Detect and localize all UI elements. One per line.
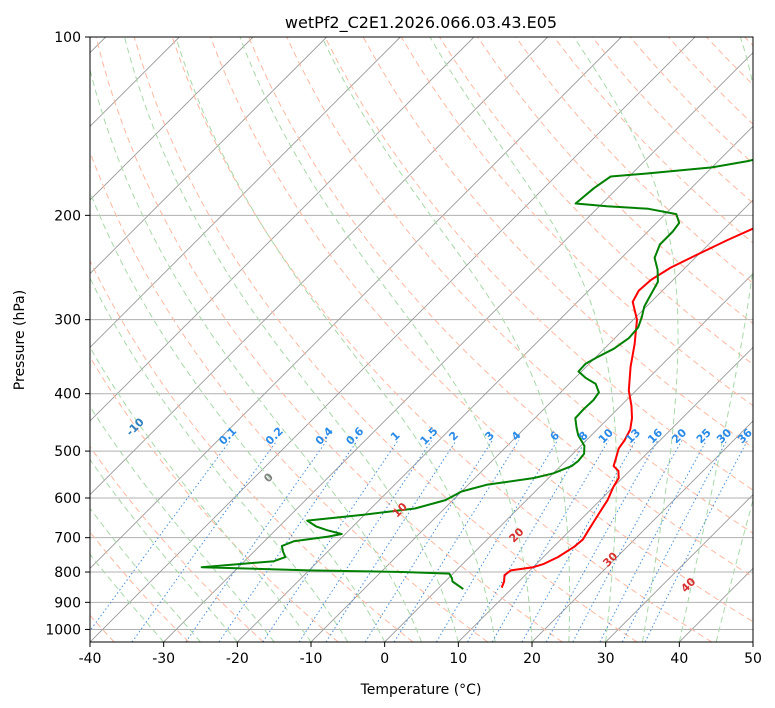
x-tick-label: -40 <box>79 651 102 667</box>
mixing-ratio-line <box>185 440 328 642</box>
y-tick-label: 900 <box>54 595 81 611</box>
background-lines <box>90 37 753 642</box>
plot-frame <box>89 36 754 643</box>
dry-adiabat-line <box>90 259 414 642</box>
mixing-ratio-line <box>435 440 558 642</box>
moist-adiabat-line <box>239 37 533 642</box>
dry-adiabat-line <box>210 37 753 623</box>
y-tick-label: 100 <box>54 30 81 46</box>
isotherm-line <box>163 52 753 642</box>
moist-adiabat-line <box>429 37 617 642</box>
moist-adiabat-line <box>90 190 386 642</box>
x-tick-label: 30 <box>597 651 615 667</box>
x-tick-label: -20 <box>226 651 249 667</box>
mixing-ratio-line <box>298 440 432 642</box>
profiles <box>200 158 753 590</box>
mixing-ratio-line <box>262 440 399 642</box>
chart-title: wetPf2_C2E1.2026.066.03.43.E05 <box>285 13 557 33</box>
dry-adiabat-line <box>171 37 712 642</box>
x-axis-label: Temperature (°C) <box>360 682 482 698</box>
moist-adiabat-line <box>90 458 238 642</box>
moist-adiabat-line <box>573 37 679 642</box>
x-tick-label: -30 <box>152 651 175 667</box>
dry-adiabat-line <box>133 37 638 642</box>
isotherm-line <box>90 37 548 496</box>
mixing-ratio-line <box>572 440 683 642</box>
dry-adiabat-line <box>90 445 264 642</box>
mixing-ratio-line <box>325 440 457 642</box>
y-tick-label: 700 <box>54 531 81 547</box>
y-tick-label: 800 <box>54 565 81 581</box>
moist-adiabat-line <box>715 498 753 642</box>
isotherm-line <box>458 346 753 642</box>
isotherm-line <box>90 37 401 348</box>
mixing-ratio-line <box>131 440 278 642</box>
x-axis-ticks: -40 -30 -20 -10 0 10 20 30 40 50 <box>79 642 762 667</box>
isotherm-line <box>90 37 327 275</box>
moist-adiabat-line <box>678 37 753 642</box>
y-axis-ticks: 100 200 300 400 500 600 700 800 900 1000 <box>45 30 90 638</box>
y-tick-label: 500 <box>54 444 81 460</box>
mixing-ratio-line <box>393 440 520 642</box>
isotherm-line <box>384 273 753 642</box>
mixing-ratio-line <box>521 440 637 642</box>
x-tick-label: -10 <box>300 651 323 667</box>
dry-adiabat-line <box>286 37 753 534</box>
moist-adiabat-line <box>90 346 312 642</box>
moist-adiabat-line <box>90 67 422 642</box>
y-tick-label: 1000 <box>45 622 81 638</box>
mixing-ratio-line <box>644 440 748 642</box>
moist-adiabat-line <box>321 37 571 642</box>
mixing-ratio-line <box>545 440 659 642</box>
dry-adiabat-line <box>90 356 339 642</box>
moist-adiabat-line <box>90 405 275 642</box>
y-tick-label: 300 <box>54 313 81 329</box>
moist-adiabat-line <box>90 277 349 642</box>
dry-adiabat-line <box>515 37 753 284</box>
mixing-ratio-line <box>90 440 231 632</box>
isotherm-line <box>90 37 622 569</box>
dry-adiabat-line <box>248 37 753 578</box>
moist-adiabat-line <box>175 37 496 642</box>
dewpoint-profile <box>200 158 753 590</box>
mixing-ratio-line <box>491 440 609 642</box>
isotherm-line <box>90 37 475 422</box>
mixing-ratio-line <box>364 440 493 642</box>
mixing-ratio-line <box>467 440 587 642</box>
isotherm-line <box>605 494 753 642</box>
y-tick-label: 400 <box>54 387 81 403</box>
y-axis-label: Pressure (hPa) <box>12 290 28 390</box>
x-tick-label: 50 <box>744 651 762 667</box>
x-tick-label: 10 <box>449 651 467 667</box>
y-tick-label: 200 <box>54 208 81 224</box>
y-tick-label: 600 <box>54 491 81 507</box>
x-tick-label: 40 <box>670 651 688 667</box>
dry-adiabat-line <box>324 37 753 491</box>
x-tick-label: 0 <box>380 651 389 667</box>
isotherm-line <box>531 420 753 642</box>
isotherm-line <box>237 125 753 642</box>
isotherm-line <box>90 37 254 201</box>
moist-adiabat-line <box>124 37 459 642</box>
x-tick-label: 20 <box>523 651 541 667</box>
temperature-profile <box>500 227 753 588</box>
dry-adiabat-line <box>95 37 563 642</box>
